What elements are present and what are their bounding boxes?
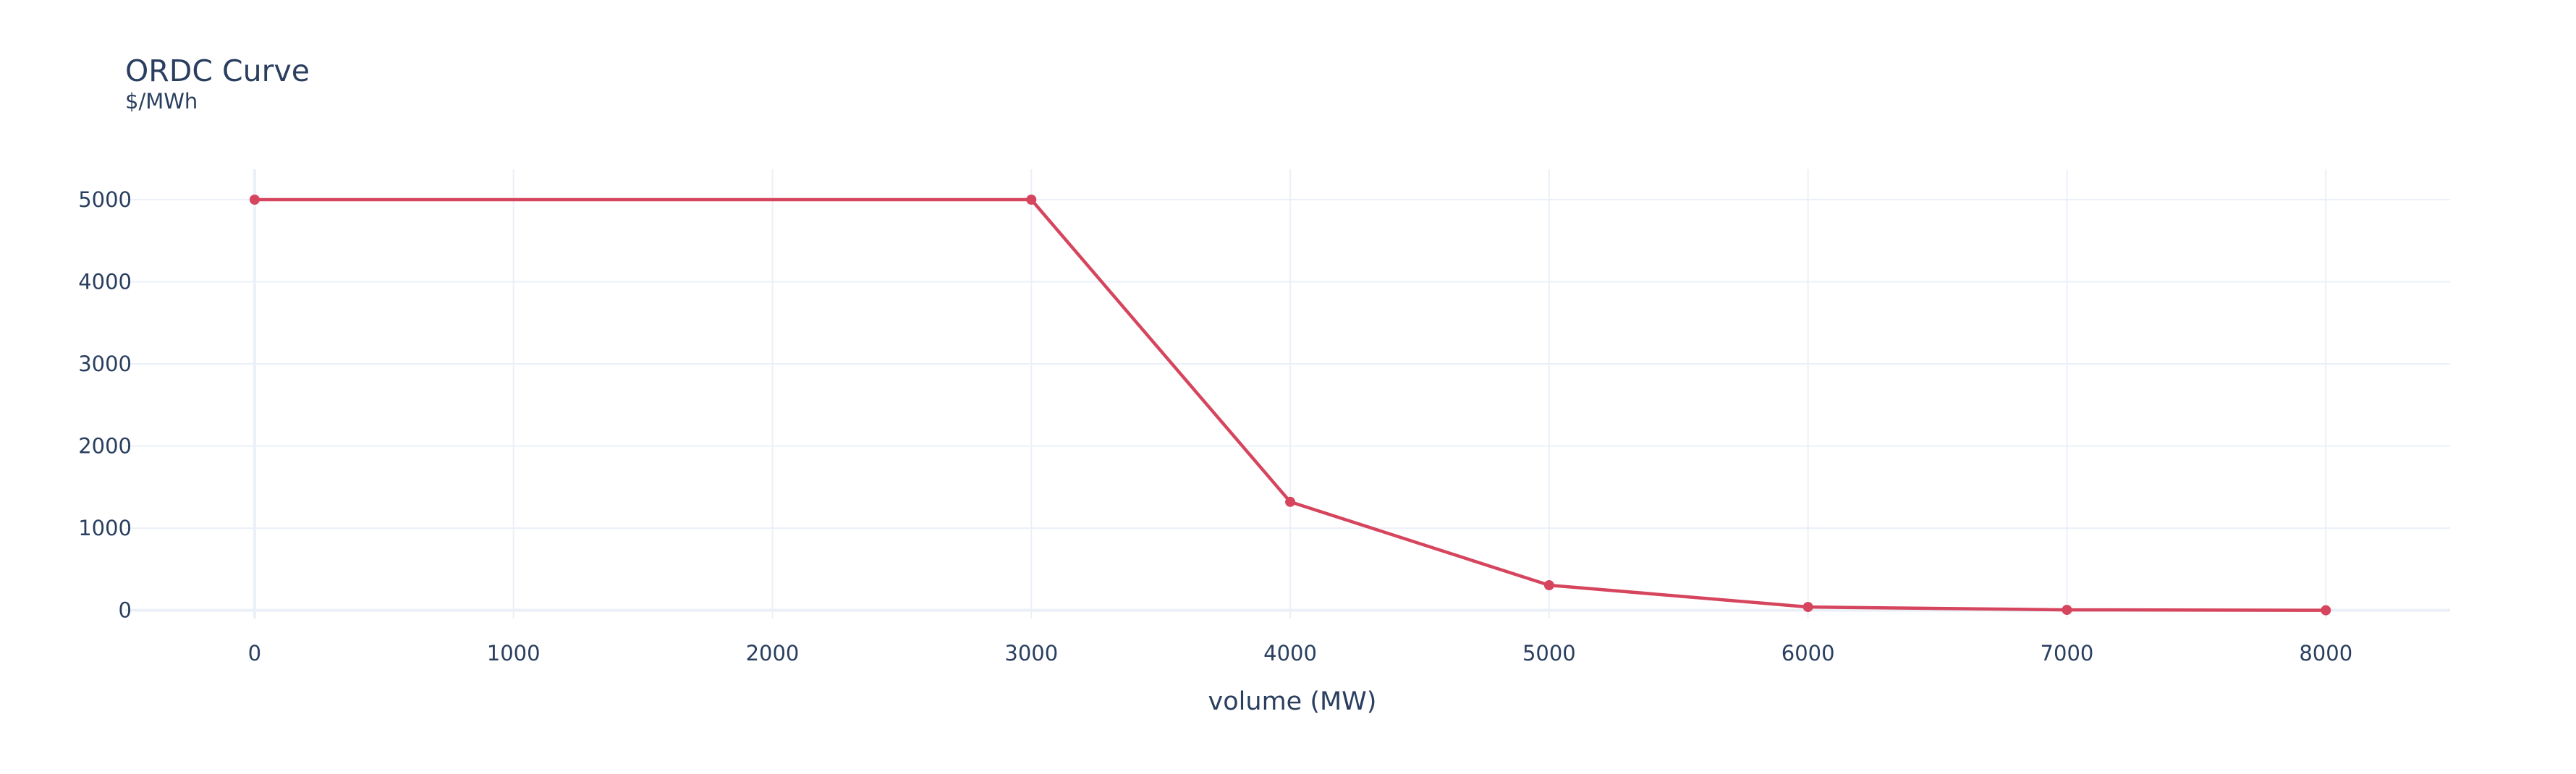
y-tick-label: 4000 [78,270,132,294]
y-tick-label: 0 [119,598,132,623]
x-gridlines [253,169,2327,618]
y-tick-label: 2000 [78,434,132,459]
x-tick-label: 5000 [1522,641,1576,665]
x-tick-label: 8000 [2299,641,2352,665]
y-tick-label: 3000 [78,352,132,376]
data-point [249,195,260,205]
chart-subtitle: $/MWh [125,89,198,114]
x-tick-label: 7000 [2041,641,2094,665]
y-gridlines [125,199,2450,612]
y-tick-label: 1000 [78,516,132,540]
chart-title: ORDC Curve [125,54,310,88]
data-point [1026,195,1037,205]
x-tick-labels: 0 1000 2000 3000 4000 5000 6000 7000 8000 [248,641,2352,665]
x-tick-label: 6000 [1781,641,1835,665]
data-point [1543,580,1554,591]
x-tick-label: 3000 [1004,641,1058,665]
data-point [1285,496,1296,507]
data-point [1802,602,1813,613]
y-tick-label: 5000 [78,187,132,212]
x-tick-label: 1000 [487,641,541,665]
x-axis-title: volume (MW) [1208,687,1377,716]
x-tick-label: 4000 [1263,641,1317,665]
data-point [2062,605,2072,616]
series-layer [249,195,2331,616]
data-point [2321,605,2331,616]
y-tick-labels: 0 1000 2000 3000 4000 5000 [78,187,132,623]
x-tick-label: 2000 [746,641,800,665]
x-tick-label: 0 [248,641,261,665]
